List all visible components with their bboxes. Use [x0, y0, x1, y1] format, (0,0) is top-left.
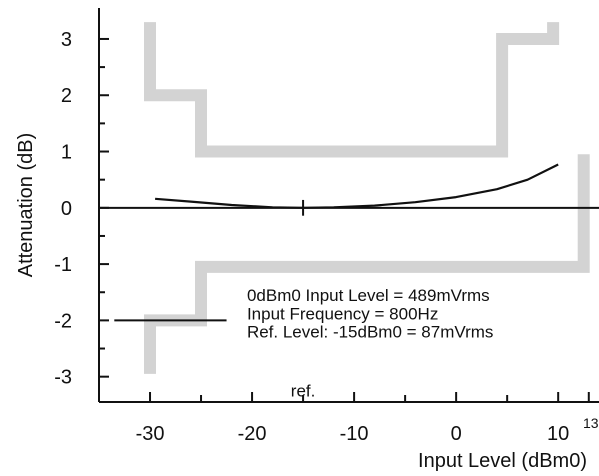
labels-group: Input Level (dBm0) Attenuation (dB) ref. 0d…: [15, 133, 587, 472]
x-tick-label: -20: [238, 423, 267, 445]
annotation-text: Input Frequency = 800Hz: [247, 305, 438, 324]
attenuation-curve: [155, 163, 559, 209]
x-edge-tick-label: 13: [583, 415, 599, 431]
annotation-text: 0dBm0 Input Level = 489mVrms: [247, 286, 490, 305]
y-tick-label: 2: [61, 85, 72, 107]
mask-group: [144, 22, 590, 374]
upper-limit-mask: [144, 22, 560, 158]
x-tick-label: 10: [547, 423, 569, 445]
lower-limit-mask: [144, 154, 590, 374]
x-tick-label: 0: [451, 423, 462, 445]
y-tick-label: -3: [54, 367, 72, 389]
y-tick-label: 0: [61, 198, 72, 220]
x-tick-label: -10: [340, 423, 369, 445]
x-tick-label: -30: [136, 423, 165, 445]
y-tick-label: -1: [54, 254, 72, 276]
y-axis-title: Attenuation (dB): [15, 133, 37, 278]
series-group: [114, 163, 559, 322]
y-tick-label: 3: [61, 29, 72, 51]
y-tick-label: -2: [54, 310, 72, 332]
ref-label: ref.: [291, 382, 316, 401]
x-axis-title: Input Level (dBm0): [418, 450, 587, 472]
annotation-text: Ref. Level: -15dBm0 = 87mVrms: [247, 323, 493, 342]
y-tick-label: 1: [61, 142, 72, 164]
